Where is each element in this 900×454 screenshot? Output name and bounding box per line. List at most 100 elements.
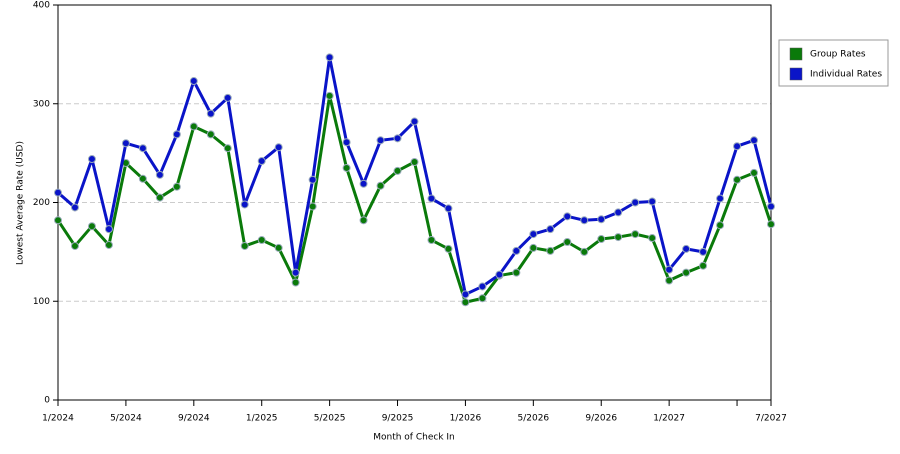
- data-point: [87, 222, 96, 231]
- data-point: [189, 77, 198, 86]
- data-point: [767, 220, 775, 229]
- data-point: [325, 91, 334, 100]
- data-point: [699, 261, 708, 270]
- y-tick-label: 0: [44, 396, 50, 406]
- data-point: [461, 298, 470, 307]
- data-point: [597, 235, 606, 244]
- data-point: [54, 188, 62, 197]
- data-point: [155, 170, 164, 179]
- data-point: [427, 236, 436, 245]
- data-point: [563, 212, 572, 221]
- data-point: [563, 238, 572, 246]
- data-point: [444, 204, 453, 213]
- data-point: [291, 278, 300, 287]
- data-point: [240, 241, 249, 250]
- legend-swatch: [789, 67, 803, 81]
- data-point: [699, 247, 708, 256]
- data-point: [223, 144, 232, 153]
- y-tick-label: 100: [33, 297, 50, 307]
- data-point: [308, 202, 317, 211]
- data-point: [189, 122, 198, 131]
- data-point: [376, 181, 385, 190]
- data-point: [325, 53, 334, 62]
- data-point: [529, 243, 538, 252]
- data-point: [87, 155, 96, 164]
- data-point: [444, 244, 453, 253]
- data-point: [104, 225, 113, 234]
- data-point: [138, 144, 147, 153]
- data-point: [665, 265, 674, 274]
- x-tick-label: 5/2025: [314, 414, 346, 424]
- x-tick-label: 5/2026: [517, 414, 549, 424]
- data-point: [750, 136, 759, 145]
- data-point: [410, 117, 419, 126]
- series-line: [57, 55, 773, 296]
- data-point: [155, 193, 164, 202]
- data-point: [410, 158, 419, 167]
- data-point: [716, 221, 725, 230]
- data-point: [393, 134, 402, 143]
- data-point: [461, 290, 470, 299]
- data-point: [54, 216, 62, 225]
- data-point: [682, 244, 691, 253]
- x-tick-label: 1/2025: [246, 414, 278, 424]
- data-point: [138, 174, 147, 183]
- y-axis-label: Lowest Average Rate (USD): [16, 141, 26, 265]
- x-tick-label: 1/2027: [653, 414, 685, 424]
- data-point: [733, 142, 742, 151]
- legend-swatch: [789, 47, 803, 61]
- data-point: [529, 230, 538, 239]
- data-point: [121, 139, 130, 148]
- data-point: [495, 270, 504, 279]
- data-point: [393, 166, 402, 175]
- data-point: [427, 194, 436, 203]
- legend-label: Individual Rates: [810, 70, 882, 80]
- x-tick-label: 1/2026: [450, 414, 482, 424]
- data-point: [512, 246, 521, 255]
- data-point: [70, 241, 79, 250]
- data-point: [682, 268, 691, 277]
- y-tick-label: 200: [33, 198, 50, 208]
- data-point: [342, 138, 351, 147]
- data-point: [614, 208, 623, 217]
- x-axis-label: Month of Check In: [373, 433, 455, 443]
- data-point: [597, 215, 606, 224]
- data-point: [648, 234, 657, 243]
- x-tick-label: 1/2024: [42, 414, 74, 424]
- data-point: [240, 200, 249, 209]
- data-point: [206, 109, 215, 118]
- data-point: [631, 198, 640, 207]
- data-point: [546, 225, 555, 234]
- data-point: [614, 233, 623, 242]
- data-point: [546, 246, 555, 255]
- data-point: [274, 143, 283, 152]
- data-point: [478, 294, 487, 303]
- y-tick-label: 300: [33, 99, 50, 109]
- data-point: [223, 93, 232, 102]
- data-point: [172, 130, 181, 139]
- data-point: [580, 216, 589, 225]
- data-point: [750, 168, 759, 177]
- x-tick-label: 9/2025: [382, 414, 414, 424]
- data-point: [376, 136, 385, 145]
- x-tick-label: 5/2024: [110, 414, 142, 424]
- y-tick-label: 400: [33, 1, 50, 11]
- data-point: [342, 163, 351, 172]
- x-tick-label: 9/2026: [585, 414, 617, 424]
- data-point: [172, 182, 181, 191]
- data-point: [716, 194, 725, 203]
- x-tick-label: 7/2027: [755, 414, 787, 424]
- data-point: [631, 230, 640, 239]
- legend-label: Group Rates: [810, 50, 866, 60]
- data-point: [308, 175, 317, 184]
- data-point: [291, 268, 300, 277]
- data-point: [206, 130, 215, 139]
- data-point: [359, 179, 368, 188]
- data-point: [257, 236, 266, 245]
- x-tick-label: 9/2024: [178, 414, 210, 424]
- data-point: [648, 197, 657, 206]
- data-point: [478, 282, 487, 291]
- data-point: [70, 203, 79, 212]
- data-point: [580, 247, 589, 256]
